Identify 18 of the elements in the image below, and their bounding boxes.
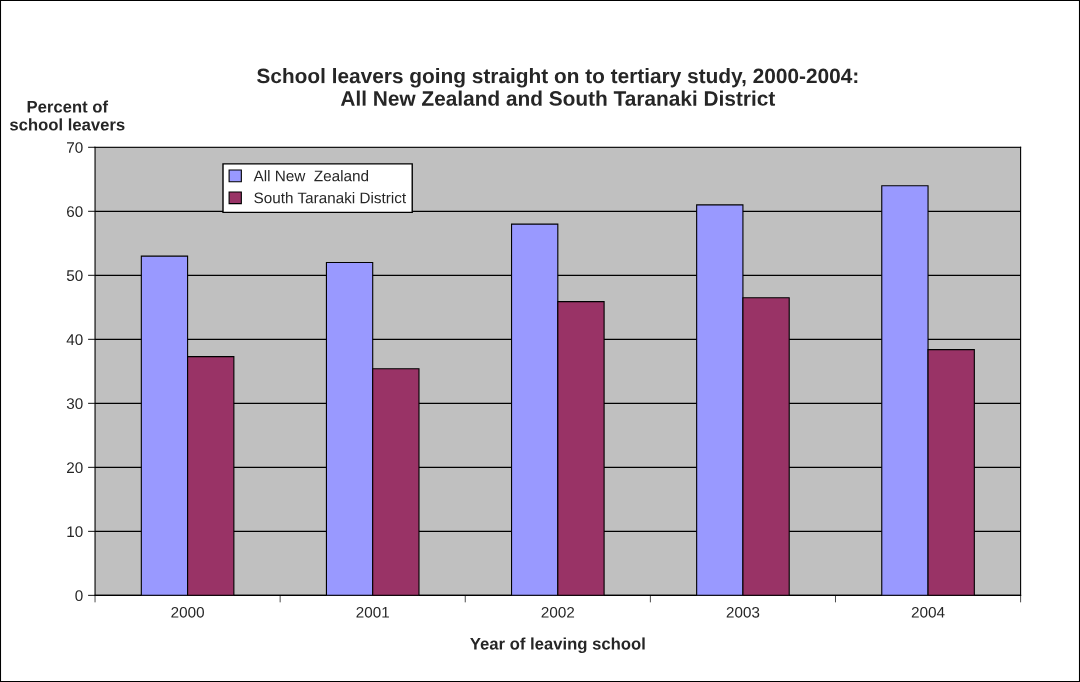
y-tick-label: 30 [66,398,83,410]
x-tick-label: 2003 [726,606,760,618]
y-axis-title: Percent of school leavers [9,100,125,131]
legend-label: All New Zealand [253,170,369,182]
x-tick-label: 2000 [171,606,204,618]
x-tick-label: 2002 [541,606,575,618]
chart-title: School leavers going straight on to tertiary study, 2000-2004: All New Zealand and South Taranaki District [257,68,858,106]
y-tick-label: 50 [66,270,83,282]
y-tick-label: 60 [67,206,83,218]
y-tick-label: 70 [67,142,83,153]
y-tick-label: 20 [67,462,83,474]
legend-label: South Taranaki District [254,192,407,204]
y-tick-label: 10 [67,526,83,538]
x-tick-label: 2001 [356,606,389,618]
x-axis-title: Year of leaving school [470,637,645,654]
y-tick-label: 40 [66,334,83,346]
y-tick-label: 0 [75,590,83,602]
x-tick-label: 2004 [911,606,945,618]
